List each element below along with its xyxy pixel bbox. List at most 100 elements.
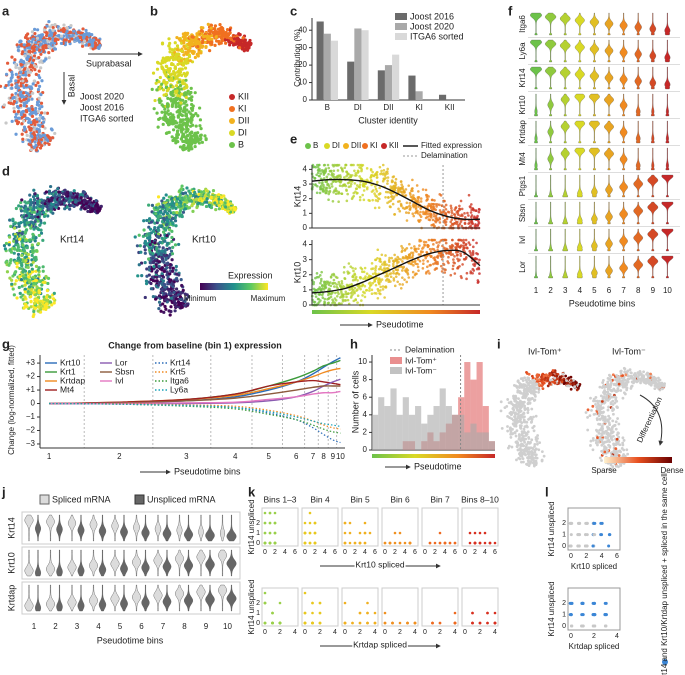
cell-dot — [207, 29, 211, 33]
cell-dot — [358, 198, 362, 202]
cell-dot — [37, 141, 41, 145]
cell-dot — [30, 61, 35, 65]
cell-dot — [145, 267, 149, 271]
cell-dot — [364, 275, 367, 278]
cell-dot — [7, 243, 11, 247]
cell-dot — [316, 297, 320, 301]
cell-dot — [168, 50, 172, 54]
cell-dot — [330, 182, 333, 186]
cell-dot — [384, 279, 388, 282]
cell-dot — [370, 190, 374, 193]
cell-dot — [24, 255, 28, 259]
legend-label: Delamination — [421, 151, 468, 160]
cell-dot — [37, 103, 41, 107]
cell-dot — [168, 280, 172, 284]
cell-dot — [218, 23, 222, 27]
cell-dot — [30, 30, 35, 34]
cell-dot — [168, 313, 172, 317]
cell-dot — [452, 258, 455, 261]
cell-dot — [381, 163, 385, 167]
cell-dot — [383, 296, 386, 299]
cell-dot — [42, 214, 47, 219]
cell-dot — [356, 279, 359, 282]
cell-dot — [427, 202, 431, 206]
legend-label: DI — [238, 127, 247, 137]
cell-dot — [322, 163, 326, 167]
cell-dot — [346, 173, 349, 176]
cell-dot — [24, 97, 28, 101]
cell-dot — [153, 279, 157, 283]
cell-dot — [45, 24, 49, 28]
cell-dot — [458, 208, 462, 211]
cell-dot — [358, 175, 361, 178]
cell-dot — [450, 214, 453, 217]
cell-dot — [148, 217, 152, 221]
cell-dot — [10, 86, 14, 90]
colorbar-label: Minimum — [184, 294, 217, 303]
cell-dot — [25, 57, 29, 62]
embedding-label: Krt10 — [192, 235, 216, 246]
cell-dot — [163, 107, 167, 111]
cell-dot — [459, 199, 463, 203]
cell-dot — [317, 163, 321, 167]
panel-letter: j — [1, 484, 6, 499]
cell-dot — [386, 182, 389, 185]
cell-dot — [147, 265, 152, 269]
cell-dot — [15, 261, 19, 265]
cell-dot — [165, 211, 169, 215]
cell-dot — [444, 203, 448, 207]
cell-dot — [164, 92, 168, 96]
cell-dot — [25, 246, 29, 250]
cell-dot — [354, 275, 358, 279]
cell-dot — [45, 31, 49, 35]
cell-dot — [23, 77, 28, 81]
cell-dot — [15, 97, 19, 101]
cell-dot — [208, 32, 212, 36]
cell-dot — [217, 39, 221, 44]
cell-dot — [154, 253, 158, 257]
cell-dot — [391, 180, 394, 183]
cell-dot — [192, 193, 196, 197]
cell-dot — [19, 59, 24, 64]
cell-dot — [376, 180, 379, 184]
cell-dot — [47, 44, 51, 49]
cell-dot — [399, 286, 403, 290]
cell-dot — [394, 177, 398, 181]
cell-dot — [24, 259, 28, 263]
cell-dot — [17, 222, 21, 226]
cell-dot — [165, 121, 170, 125]
cell-dot — [369, 167, 373, 171]
cell-dot — [156, 125, 160, 129]
cell-dot — [18, 237, 22, 241]
cell-dot — [49, 205, 53, 209]
cell-dot — [171, 85, 175, 89]
cell-dot — [332, 169, 336, 173]
cell-dot — [18, 291, 22, 295]
cell-dot — [179, 301, 183, 305]
cell-dot — [379, 289, 382, 292]
cell-dot — [160, 219, 165, 224]
cell-dot — [462, 241, 465, 244]
cell-dot — [36, 109, 40, 114]
cell-dot — [41, 238, 45, 242]
cell-dot — [190, 35, 194, 39]
cell-dot — [449, 204, 453, 208]
cell-dot — [41, 124, 45, 129]
cell-dot — [416, 262, 419, 266]
cell-dot — [32, 188, 36, 192]
cell-dot — [32, 309, 36, 314]
cell-dot — [438, 221, 442, 224]
cell-dot — [37, 69, 41, 73]
legend-label: Joost 2020 — [410, 21, 454, 31]
cell-dot — [30, 134, 34, 138]
cell-dot — [429, 213, 433, 216]
cell-dot — [408, 242, 411, 246]
cell-dot — [176, 73, 181, 78]
cell-dot — [470, 203, 473, 206]
cell-dot — [151, 229, 156, 233]
cell-dot — [443, 199, 446, 203]
cell-dot — [155, 111, 159, 115]
cell-dot — [44, 190, 49, 194]
cell-dot — [165, 218, 170, 223]
cell-dot — [19, 111, 23, 115]
